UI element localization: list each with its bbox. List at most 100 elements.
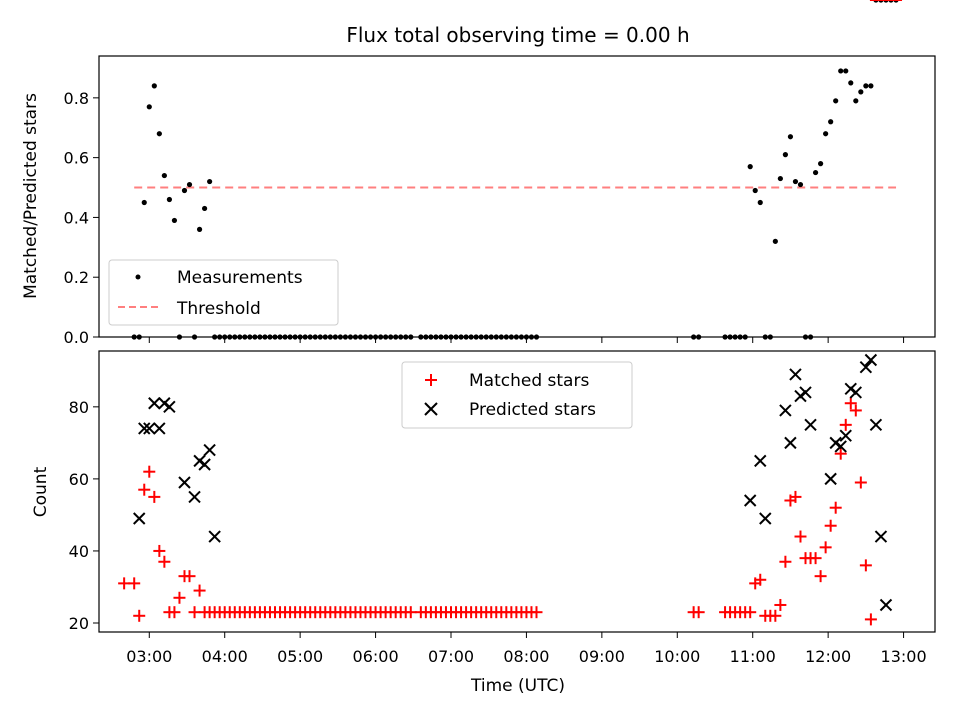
predicted-point-b [148,397,161,410]
predicted-point [743,494,757,507]
measurement-point [453,334,459,340]
predicted-point-b [208,530,221,543]
measurement-point [292,334,298,340]
measurement-point [858,89,864,95]
matched-point [849,404,862,417]
measurement-point [767,334,773,340]
matched-point [754,573,767,586]
predicted-point [188,490,201,504]
measurement-point [408,334,414,340]
matched-point [133,609,146,622]
predicted-point [869,418,883,432]
measurement-point [332,334,338,340]
measurement-point [171,217,178,224]
measurement-point [302,334,308,340]
y-tick-label: 60 [69,470,89,489]
predicted-point [779,404,792,417]
measurement-point [327,334,333,340]
measurement-point [792,178,799,185]
matched-point [829,501,842,514]
measurement-point [262,334,268,340]
measurement-point [438,334,444,340]
predicted-point [143,422,156,435]
matched-point [158,555,171,568]
measurement-point [207,178,213,185]
measurement-point [141,199,147,206]
measurement-point [342,334,348,340]
measurement-point [787,134,794,140]
measurement-point [146,104,152,110]
measurement-point [802,334,809,340]
top-y-ticks: 0.0 0.2 0.4 0.6 0.8 [64,89,99,347]
predicted-point-b [743,494,757,507]
legend-matched: Matched stars [469,371,589,391]
predicted-point [198,458,211,471]
predicted-point [824,472,837,486]
measurement-point [181,187,188,194]
predicted-point-b [799,386,812,399]
measurement-point [848,80,854,86]
x-tick-label: 09:00 [579,647,625,666]
measurement-point [523,334,530,340]
y-tick-label: 0.8 [64,89,89,108]
measurement-point [388,334,394,340]
measurement-point [853,98,859,104]
measurement-point [528,334,535,340]
measurements-legend-marker [135,274,141,280]
measurement-point [478,334,484,340]
predicted-point [864,353,878,367]
y-tick-label: 20 [69,614,89,633]
predicted-point-b [178,476,191,489]
top-x-ticks [148,337,905,343]
predicted-point [849,386,863,399]
measurement-point [483,334,489,340]
predicted-point-b [844,382,857,396]
predicted-point [208,530,221,543]
x-tick-label: 08:00 [503,647,549,666]
predicted-point-b [804,418,817,432]
measurement-point [362,334,369,340]
predicted-point-b [879,598,893,612]
matched-point [834,447,847,460]
x-tick-label: 07:00 [428,647,474,666]
measurement-point [833,98,839,104]
matched-point [188,606,201,619]
matched-point [779,555,792,568]
measurement-point [752,187,758,194]
measurement-point [448,334,454,340]
measurement-point [352,334,359,340]
predicted-point-b [759,512,772,525]
measurement-point [468,334,474,340]
predicted-point-b [789,368,802,381]
measurement-point [423,334,429,340]
measurement-point [357,334,364,340]
measurement-point [493,334,499,340]
measurement-point [196,226,203,232]
measurement-point [418,334,424,340]
measurement-point [222,334,228,340]
measurement-point [513,334,519,340]
predicted-point [203,443,216,457]
x-tick-label: 03:00 [126,647,172,666]
measurement-point [347,334,354,340]
bottom-y-axis-label: Count [31,466,51,517]
measurement-point [488,334,494,340]
measurement-point [186,181,193,188]
predicted-point [834,440,847,453]
predicted-point [178,476,191,489]
predicted-point [799,386,812,399]
matched-point [789,490,802,503]
measurement-point [212,334,218,340]
legend-measurements: Measurements [177,268,303,288]
predicted-point-b [153,422,166,435]
predicted-point [859,361,873,374]
measurement-point [443,334,449,340]
predicted-point-b [829,436,842,450]
measurement-point [161,172,167,179]
matched-point [864,613,877,626]
measurement-point [378,334,384,340]
matched-point [183,570,196,583]
measurement-point [691,334,697,340]
